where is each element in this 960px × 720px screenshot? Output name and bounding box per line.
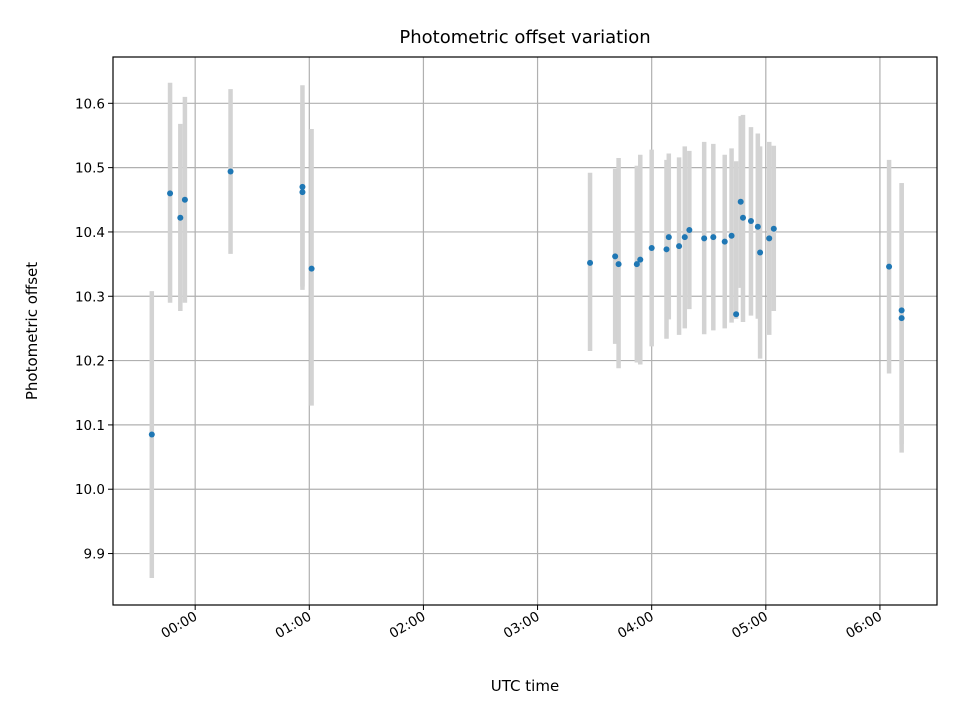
y-tick-label: 10.3 xyxy=(75,289,105,305)
data-point xyxy=(739,214,746,221)
data-point xyxy=(167,190,174,197)
data-point xyxy=(676,243,683,250)
plot-frame xyxy=(112,56,938,606)
data-point xyxy=(710,234,717,241)
y-tick-label: 10.4 xyxy=(75,225,105,241)
y-tick-label: 10.5 xyxy=(75,161,105,177)
data-point xyxy=(770,225,777,232)
data-point xyxy=(637,256,644,263)
data-point xyxy=(615,261,622,268)
data-point xyxy=(299,183,306,190)
data-point xyxy=(587,259,594,266)
y-tick-label: 10.0 xyxy=(75,482,105,498)
data-point xyxy=(721,238,728,245)
x-axis-label: UTC time xyxy=(491,677,559,695)
data-point xyxy=(665,234,672,241)
data-point xyxy=(733,311,740,318)
data-point xyxy=(766,235,773,242)
data-point xyxy=(686,227,693,234)
data-point xyxy=(308,265,315,272)
data-point xyxy=(181,196,188,203)
data-point xyxy=(633,261,640,268)
data-points xyxy=(148,168,905,438)
grid-lines xyxy=(113,57,937,605)
data-point xyxy=(148,431,155,438)
data-point xyxy=(737,198,744,205)
y-tick-label: 10.2 xyxy=(75,354,105,370)
y-tick-label: 9.9 xyxy=(84,547,105,563)
data-point xyxy=(612,253,619,260)
data-point xyxy=(898,315,905,322)
data-point xyxy=(898,307,905,314)
data-point xyxy=(747,218,754,225)
y-tick-label: 10.1 xyxy=(75,418,105,434)
data-point xyxy=(728,232,735,239)
data-point xyxy=(299,189,306,196)
data-point xyxy=(648,245,655,252)
data-point xyxy=(227,168,234,175)
data-point xyxy=(757,249,764,256)
data-point xyxy=(663,246,670,253)
data-point xyxy=(681,234,688,241)
y-axis-label: Photometric offset xyxy=(23,262,41,400)
chart-title: Photometric offset variation xyxy=(399,27,650,48)
y-axis-ticks: 9.9 10.0 10.1 10.2 10.3 10.4 10.5 10.6 xyxy=(75,96,113,563)
data-point xyxy=(754,223,761,230)
y-tick-label: 10.6 xyxy=(75,96,105,112)
data-point xyxy=(886,263,893,270)
data-point xyxy=(177,214,184,221)
data-point xyxy=(701,235,708,242)
